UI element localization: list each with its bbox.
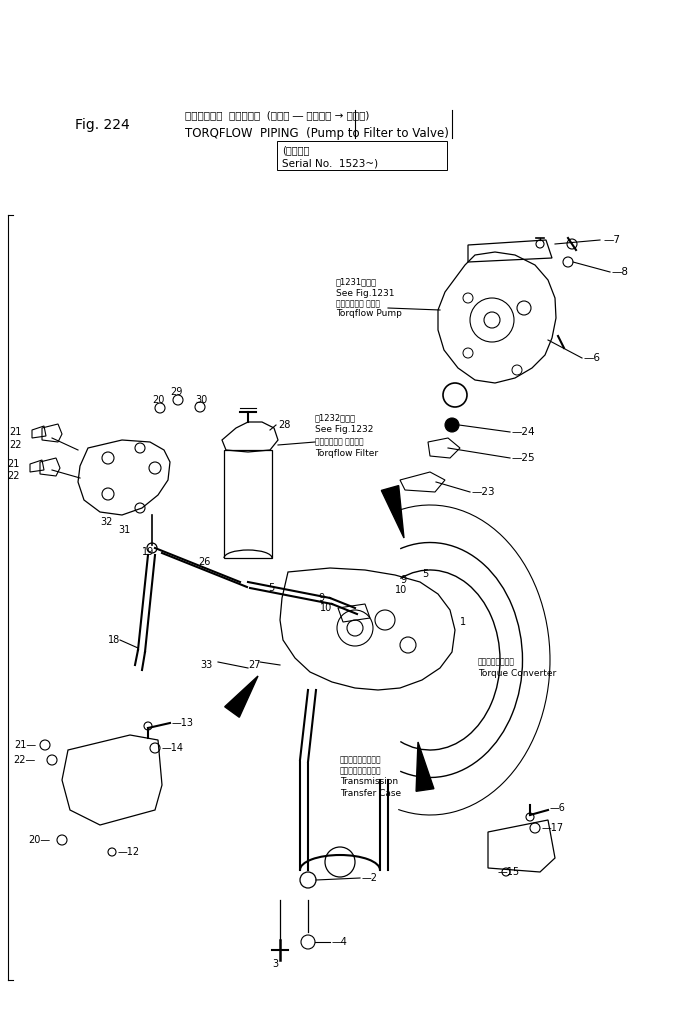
Text: 26: 26 [198,557,210,567]
Text: See Fig.1232: See Fig.1232 [315,426,373,435]
Text: トルクフロー フィルタ: トルクフロー フィルタ [315,437,364,446]
Text: 第1231図参照: 第1231図参照 [336,278,377,287]
Text: 20—: 20— [28,835,50,845]
Text: 32: 32 [100,517,113,527]
Text: 1: 1 [460,617,466,627]
Text: 9: 9 [400,575,406,585]
Text: 第1232図参照: 第1232図参照 [315,414,356,423]
Polygon shape [416,742,434,791]
Text: 27: 27 [248,660,261,670]
Text: Fig. 224: Fig. 224 [75,118,130,132]
Text: —7: —7 [603,235,620,245]
Text: トルクコンバータ: トルクコンバータ [478,657,515,666]
Text: —17: —17 [542,823,564,832]
Polygon shape [382,486,404,538]
Text: 10: 10 [395,585,407,595]
Text: —24: —24 [512,427,536,437]
Text: 21: 21 [10,427,22,437]
Text: Transfer Case: Transfer Case [340,789,401,797]
Text: 3: 3 [272,959,278,969]
Text: TORQFLOW  PIPING  (Pump to Filter to Valve): TORQFLOW PIPING (Pump to Filter to Valve… [185,127,449,140]
Text: 21—: 21— [14,740,36,750]
Text: 9: 9 [318,593,324,603]
Text: Transmission: Transmission [340,778,398,787]
Text: Torque Converter: Torque Converter [478,668,556,677]
Text: トルクフロー  パイピング  (ポンプ ― フィルタ → バルブ): トルクフロー パイピング (ポンプ ― フィルタ → バルブ) [185,110,369,120]
Polygon shape [225,676,258,717]
Text: —8: —8 [612,267,629,277]
Text: Serial No.  1523~): Serial No. 1523~) [282,158,378,168]
Text: 5: 5 [422,569,428,579]
Text: —23: —23 [472,487,496,497]
Text: (適用号機: (適用号機 [282,145,310,155]
Text: 20: 20 [152,395,164,405]
Text: —2: —2 [362,873,378,883]
Text: —6: —6 [584,353,601,363]
Text: トランスミッション: トランスミッション [340,755,382,765]
Circle shape [445,418,459,432]
Text: 21: 21 [7,459,20,469]
Text: 31: 31 [118,525,130,535]
Text: 22: 22 [10,440,22,450]
Text: Torqflow Pump: Torqflow Pump [336,309,402,318]
Text: 28: 28 [278,420,291,430]
Text: 22—: 22— [14,755,36,765]
Text: 5: 5 [268,583,274,593]
Text: —15: —15 [498,867,520,877]
Text: 29: 29 [170,387,183,397]
Text: 18: 18 [108,635,120,645]
Text: —12: —12 [118,847,140,857]
Text: —13: —13 [172,718,194,728]
Text: 10: 10 [320,603,332,613]
Text: トランスファケース: トランスファケース [340,767,382,776]
Text: Torqflow Filter: Torqflow Filter [315,448,378,457]
Text: 19: 19 [142,547,154,557]
Text: —4: —4 [332,937,348,947]
Text: —6: —6 [550,803,566,813]
Text: 33: 33 [200,660,213,670]
Text: 30: 30 [195,395,207,405]
Text: See Fig.1231: See Fig.1231 [336,289,394,297]
Text: 22: 22 [7,470,20,481]
Text: トルクフロー ポンプ: トルクフロー ポンプ [336,299,380,308]
Text: —14: —14 [162,743,184,753]
Text: —25: —25 [512,453,536,463]
